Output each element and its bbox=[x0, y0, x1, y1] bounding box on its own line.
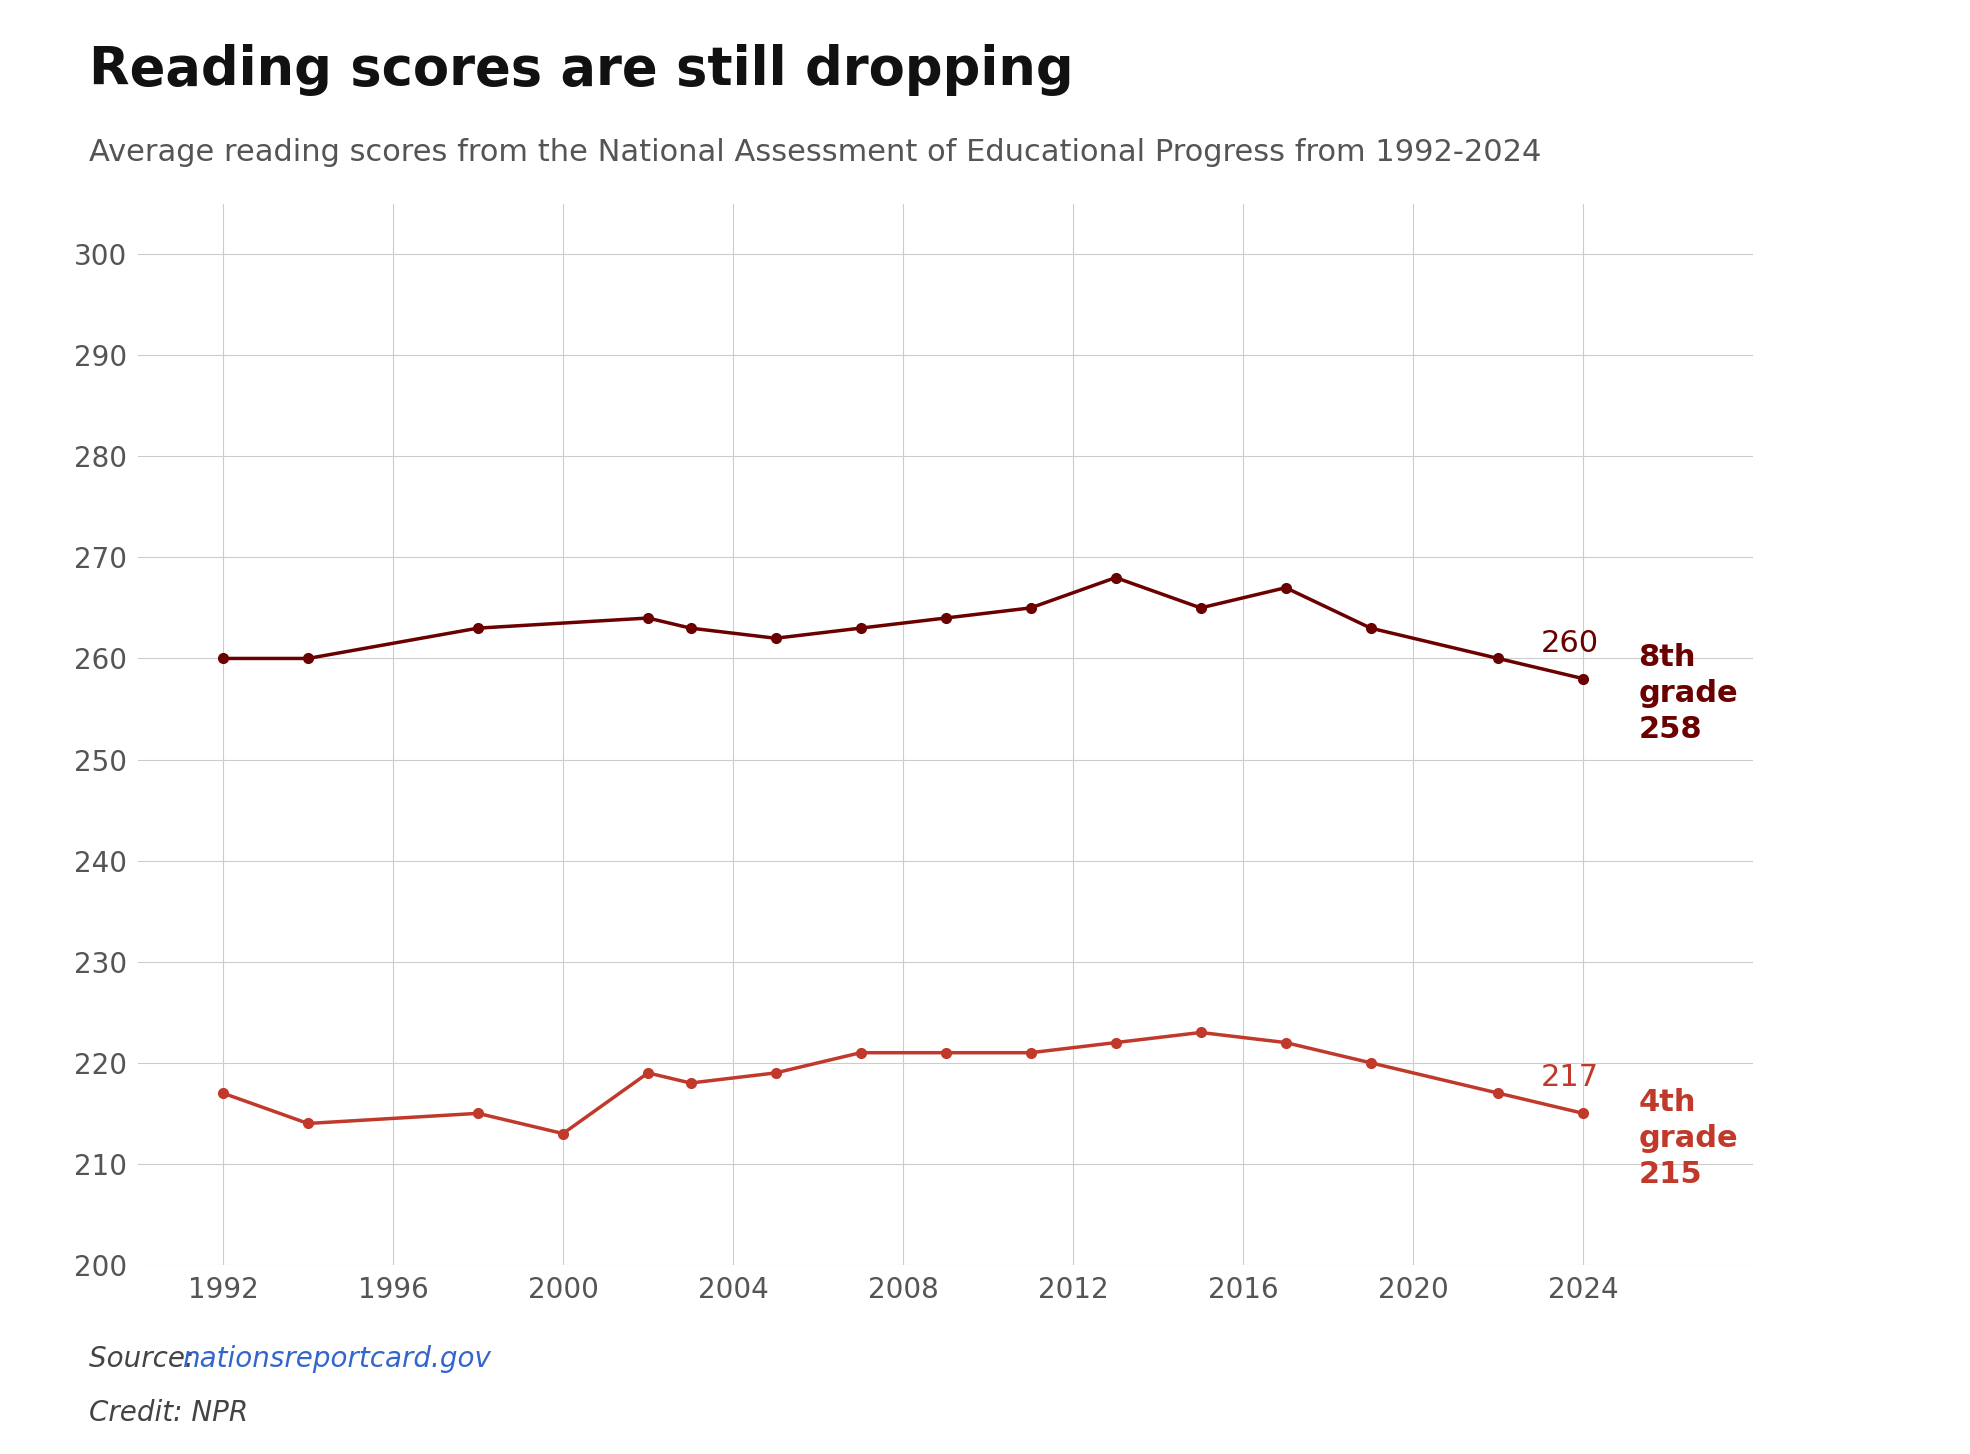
Text: Credit: NPR: Credit: NPR bbox=[89, 1399, 248, 1426]
Text: 260: 260 bbox=[1541, 628, 1600, 657]
Text: Average reading scores from the National Assessment of Educational Progress from: Average reading scores from the National… bbox=[89, 138, 1541, 167]
Text: 4th
grade
215: 4th grade 215 bbox=[1639, 1088, 1738, 1189]
Text: Reading scores are still dropping: Reading scores are still dropping bbox=[89, 44, 1074, 96]
Text: 8th
grade
258: 8th grade 258 bbox=[1639, 644, 1738, 744]
Text: 217: 217 bbox=[1541, 1063, 1600, 1092]
Text: Source:: Source: bbox=[89, 1345, 203, 1373]
Text: nationsreportcard.gov: nationsreportcard.gov bbox=[181, 1345, 491, 1373]
